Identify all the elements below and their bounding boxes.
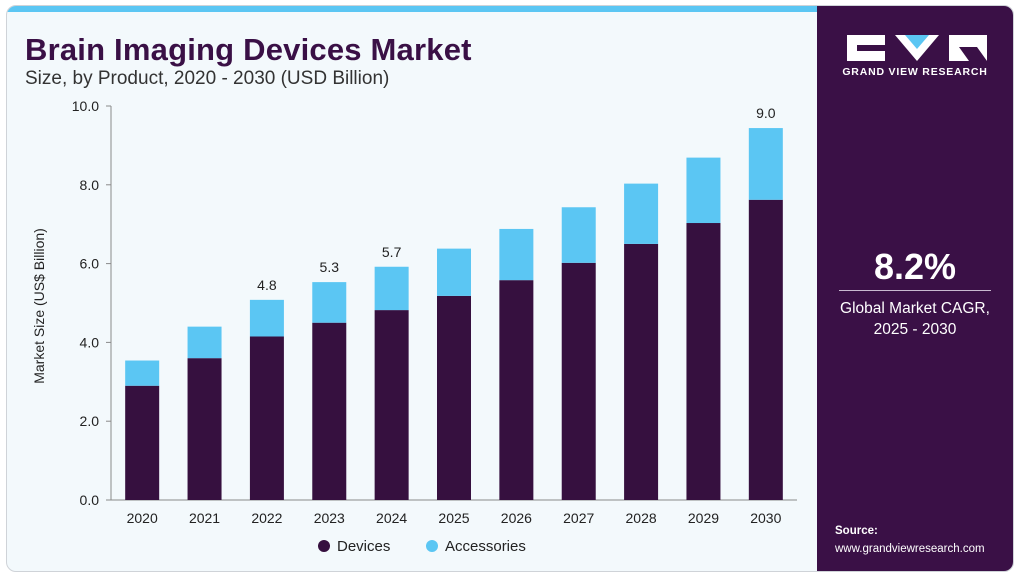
y-axis-label: Market Size (US$ Billion) <box>31 228 47 384</box>
y-tick-label: 2.0 <box>80 413 100 429</box>
y-tick-label: 4.0 <box>80 334 100 350</box>
x-tick-label: 2026 <box>501 510 532 526</box>
cagr-label-line2: 2025 - 2030 <box>873 321 957 338</box>
x-tick-label: 2029 <box>688 510 719 526</box>
chart-title: Brain Imaging Devices Market <box>25 32 472 67</box>
y-tick-label: 8.0 <box>80 177 100 193</box>
bar-accessories <box>561 207 596 263</box>
legend-devices-label: Devices <box>337 538 390 555</box>
bar-devices <box>437 295 471 500</box>
report-card: Brain Imaging Devices Market Size, by Pr… <box>6 5 1014 572</box>
data-label: 4.8 <box>257 277 277 293</box>
bar-accessories <box>374 266 409 311</box>
bar-devices <box>499 280 534 500</box>
chart-subtitle: Size, by Product, 2020 - 2030 (USD Billi… <box>25 68 390 89</box>
x-tick-label: 2024 <box>376 510 407 526</box>
source-heading: Source: <box>835 525 878 537</box>
bar-accessories <box>125 360 160 386</box>
data-label: 9.0 <box>756 105 776 121</box>
cagr-label-line1: Global Market CAGR, <box>840 300 990 317</box>
grand-view-research-logo <box>847 35 987 61</box>
bar-accessories <box>624 183 659 244</box>
bar-accessories <box>748 128 783 200</box>
data-label: 5.3 <box>320 259 340 275</box>
source-url[interactable]: www.grandviewresearch.com <box>835 543 985 555</box>
logo-wordmark: GRAND VIEW RESEARCH <box>842 66 988 78</box>
x-tick-label: 2027 <box>563 510 594 526</box>
x-tick-label: 2028 <box>626 510 657 526</box>
x-tick-label: 2022 <box>251 510 282 526</box>
cagr-value: 8.2% <box>873 246 957 287</box>
bar-devices <box>748 199 783 500</box>
bar-accessories <box>499 228 534 281</box>
x-tick-label: 2030 <box>750 510 781 526</box>
cagr-label: Global Market CAGR, 2025 - 2030 <box>817 298 1013 340</box>
bar-accessories <box>187 326 222 359</box>
sidebar-panel: GRAND VIEW RESEARCH 8.2% Global Market C… <box>817 6 1013 571</box>
legend-accessories-swatch <box>426 540 438 552</box>
x-tick-label: 2025 <box>438 510 469 526</box>
accent-bar <box>7 6 817 12</box>
legend-devices-swatch <box>318 540 330 552</box>
bar-accessories <box>249 299 284 337</box>
stacked-bar-chart: 0.0 2.0 4.0 6.0 8.0 10.0 Market Size (US$ Bill… <box>31 98 797 555</box>
bar-devices <box>374 310 409 500</box>
bar-accessories <box>312 282 347 323</box>
bar-devices <box>187 358 222 500</box>
bar-devices <box>686 223 721 500</box>
bar-devices <box>312 322 347 500</box>
x-tick-label: 2023 <box>314 510 345 526</box>
bar-devices <box>125 385 160 500</box>
bar-devices <box>561 262 596 500</box>
cagr-divider <box>839 290 991 291</box>
x-tick-label: 2021 <box>189 510 220 526</box>
data-label: 5.7 <box>382 244 402 260</box>
y-tick-label: 10.0 <box>72 98 99 114</box>
bar-accessories <box>437 248 471 296</box>
bar-devices <box>249 336 284 500</box>
legend-accessories-label: Accessories <box>445 538 526 555</box>
y-tick-label: 6.0 <box>80 256 100 272</box>
y-tick-label: 0.0 <box>80 492 100 508</box>
bar-accessories <box>686 157 721 224</box>
bar-devices <box>624 243 659 500</box>
x-tick-label: 2020 <box>127 510 158 526</box>
